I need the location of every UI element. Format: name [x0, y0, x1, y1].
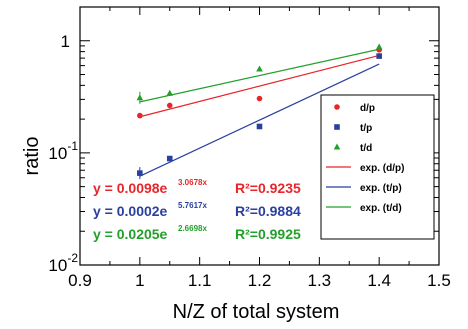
fit-equation: y = 0.0205e	[93, 226, 168, 242]
legend-marker	[333, 143, 341, 150]
data-point	[166, 89, 174, 96]
points-layer	[136, 43, 383, 180]
data-point	[137, 112, 143, 119]
x-tick-label: 0.9	[68, 271, 92, 290]
data-point	[136, 94, 144, 101]
fit-equation: y = 0.0002e	[93, 203, 168, 219]
legend-label: exp. (t/d)	[360, 203, 402, 214]
x-tick-label: 1.3	[308, 271, 332, 290]
x-tick-label: 1.2	[248, 271, 272, 290]
legend-marker	[334, 104, 340, 110]
data-point	[166, 155, 173, 162]
data-point	[256, 95, 263, 102]
fit-equation: y = 0.0098e	[93, 180, 168, 196]
legend-label: d/p	[360, 103, 375, 114]
ticks-layer	[79, 6, 440, 266]
legend-label: exp. (t/p)	[360, 183, 402, 194]
legend-label: t/d	[360, 143, 372, 154]
data-point	[166, 102, 173, 109]
x-tick-label: 1	[135, 271, 144, 290]
fits-layer	[139, 48, 380, 177]
fit-t-p: y = 0.0002e 5.7617x R²=0.9884	[93, 201, 301, 219]
fit-r-squared: R²=0.9925	[235, 226, 301, 242]
fit-line	[139, 48, 380, 103]
fit-exponent: 5.7617x	[178, 201, 207, 210]
y-tick-label: 10-1	[48, 139, 78, 163]
fit-r-squared: R²=0.9235	[235, 180, 301, 196]
fit-r-squared: R²=0.9884	[235, 203, 301, 219]
legend-marker	[334, 124, 340, 130]
x-axis-title: N/Z of total system	[173, 301, 340, 323]
fit-exponent: 3.0678x	[178, 178, 207, 187]
y-tick-label: 1	[61, 32, 70, 51]
fit-t-d: y = 0.0205e 2.6698x R²=0.9925	[93, 224, 301, 242]
x-tick-label: 1.1	[188, 271, 212, 290]
annotations-layer: y = 0.0098e 3.0678x R²=0.9235 y = 0.0002e 5.…	[93, 178, 301, 242]
fit-d-p: y = 0.0098e 3.0678x R²=0.9235	[93, 178, 301, 196]
tick-labels-layer: 0.9 1 1.1 1.2 1.3 1.4 1.5 1 10-1 10-2	[48, 32, 450, 290]
x-tick-label: 1.5	[427, 271, 451, 290]
fit-line	[139, 63, 380, 177]
data-point	[376, 53, 382, 59]
data-point	[256, 123, 263, 130]
fit-line	[139, 54, 380, 118]
y-tick-label: 10-2	[48, 251, 78, 275]
legend-label: exp. (d/p)	[360, 163, 404, 174]
legend: d/p t/p t/d exp. (d/p) exp. (t/p) exp. (t/d)	[320, 94, 435, 240]
data-point	[375, 43, 383, 50]
fit-exponent: 2.6698x	[178, 224, 207, 233]
y-axis-title: ratio	[21, 137, 43, 176]
legend-label: t/p	[360, 123, 372, 134]
data-point	[137, 170, 143, 176]
x-tick-label: 1.4	[367, 271, 391, 290]
data-point	[256, 65, 263, 72]
